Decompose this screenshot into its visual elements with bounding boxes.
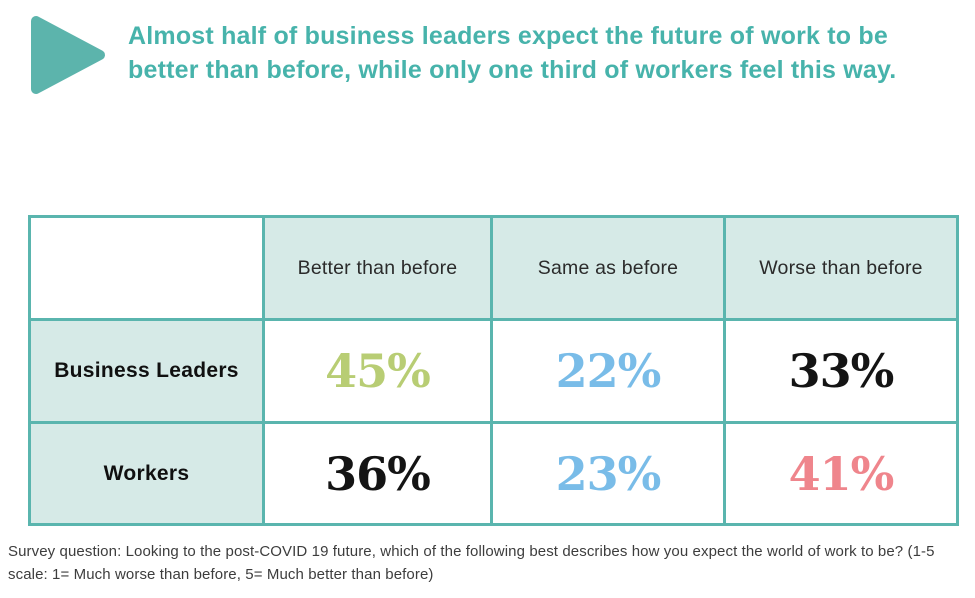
- value-workers-better: 36%: [262, 421, 493, 526]
- row-label-business-leaders: Business Leaders: [28, 318, 265, 424]
- column-header-same-as-before: Same as before: [490, 215, 726, 321]
- survey-results-table: Better than before Same as before Worse …: [28, 215, 959, 526]
- pointer-triangle-icon: [31, 16, 105, 94]
- table-header-row: Better than before Same as before Worse …: [28, 215, 959, 321]
- value-business-leaders-worse: 33%: [723, 318, 959, 424]
- column-header-better-than-before: Better than before: [262, 215, 493, 321]
- survey-question-footnote: Survey question: Looking to the post-COV…: [8, 543, 935, 583]
- row-label-workers: Workers: [28, 421, 265, 526]
- column-header-worse-than-before: Worse than before: [723, 215, 959, 321]
- table-corner-cell: [28, 215, 265, 321]
- value-business-leaders-same: 22%: [490, 318, 726, 424]
- value-workers-same: 23%: [490, 421, 726, 526]
- value-business-leaders-better: 45%: [262, 318, 493, 424]
- table-row-business-leaders: Business Leaders 45% 22% 33%: [28, 318, 959, 424]
- table-row-workers: Workers 36% 23% 41%: [28, 421, 959, 526]
- value-workers-worse: 41%: [723, 421, 959, 526]
- page-title: Almost half of business leaders expect t…: [128, 22, 897, 84]
